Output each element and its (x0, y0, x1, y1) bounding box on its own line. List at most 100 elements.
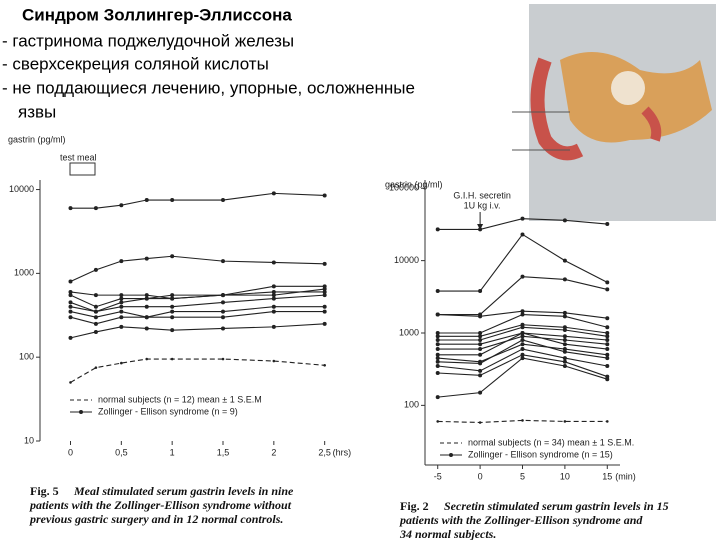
series-line (70, 311, 325, 325)
data-point (478, 421, 482, 424)
annotation-box (69, 162, 96, 176)
y-tick-label: 10000 (394, 255, 419, 265)
data-point (435, 289, 440, 294)
data-point (478, 361, 483, 366)
data-point (562, 359, 567, 364)
data-point (520, 352, 525, 357)
data-point (144, 256, 149, 261)
legend-label: normal subjects (n = 12) mean ± 1 S.E.M (98, 394, 262, 404)
data-point (563, 420, 567, 423)
x-tick-label: 5 (520, 471, 525, 481)
data-point (68, 309, 73, 314)
series-line (70, 255, 325, 282)
annotation: G.I.H. secretin (453, 190, 511, 200)
anatomy-illustration (512, 4, 716, 221)
series-line (70, 306, 325, 318)
data-point (144, 296, 149, 301)
data-point (221, 315, 225, 320)
data-point (170, 357, 174, 361)
data-point (271, 284, 276, 289)
data-point (520, 342, 525, 347)
data-point (478, 352, 483, 357)
data-point (322, 261, 327, 266)
x-tick-label: -5 (434, 471, 442, 481)
data-point (605, 222, 610, 227)
data-point (520, 232, 525, 237)
data-point (144, 326, 149, 331)
legend-marker (449, 453, 453, 457)
data-point (520, 325, 525, 330)
y-tick-label: 1000 (14, 268, 34, 278)
data-point (271, 296, 276, 301)
data-point (322, 284, 327, 289)
data-point (520, 216, 525, 221)
data-point (68, 315, 73, 320)
data-point (68, 289, 73, 294)
data-point (478, 334, 483, 339)
x-tick-label: 0 (478, 471, 483, 481)
data-point (170, 315, 175, 320)
caption: previous gastric surgery and in 12 norma… (29, 512, 283, 526)
annotation-arrowhead (477, 224, 484, 230)
data-point (605, 316, 610, 321)
data-point (272, 359, 276, 363)
data-point (322, 304, 327, 309)
data-point (478, 373, 483, 378)
data-point (170, 328, 175, 333)
data-point (221, 259, 225, 264)
annotation: test meal (60, 152, 97, 162)
data-point (221, 309, 225, 314)
data-point (605, 356, 610, 361)
caption: patients with the Zollinger-Ellison synd… (29, 498, 292, 512)
x-tick-label: 1,5 (217, 447, 230, 457)
data-point (271, 309, 276, 314)
data-point (94, 366, 98, 369)
data-point (435, 347, 440, 352)
data-point (93, 309, 98, 314)
figure-label: Fig. 2 (400, 499, 429, 513)
data-point (478, 338, 483, 343)
data-point (119, 309, 124, 314)
data-point (605, 280, 610, 285)
data-point (221, 300, 225, 305)
caption: Meal stimulated serum gastrin levels in … (73, 484, 294, 498)
y-axis-label: gastrin (pg/ml) (8, 134, 66, 144)
data-point (605, 347, 610, 352)
data-point (435, 334, 440, 339)
data-point (562, 342, 567, 347)
data-point (478, 314, 483, 319)
data-point (435, 371, 440, 376)
legend-marker (79, 410, 83, 414)
data-point (562, 338, 567, 343)
bullet: - не поддающиеся лечению, упорные, ослож… (2, 78, 415, 97)
figure-label: Fig. 5 (30, 484, 59, 498)
data-point (119, 304, 124, 309)
data-point (93, 315, 98, 320)
data-point (562, 327, 567, 332)
data-point (605, 287, 610, 292)
data-point (605, 342, 610, 347)
x-axis-label: (min) (615, 471, 636, 481)
x-tick-label: 0 (68, 447, 73, 457)
data-point (562, 347, 567, 352)
caption: 34 normal subjects. (399, 527, 496, 540)
data-point (478, 289, 483, 294)
data-point (436, 420, 440, 423)
data-point (322, 289, 327, 294)
data-point (478, 347, 483, 352)
data-point (605, 377, 610, 382)
x-axis-label: (hrs) (333, 447, 352, 457)
data-point (521, 419, 524, 422)
series-line (70, 291, 325, 313)
data-point (93, 206, 98, 211)
data-point (93, 321, 98, 326)
data-point (435, 312, 440, 317)
data-point (562, 218, 567, 223)
y-tick-label: 1000 (399, 327, 419, 337)
data-point (435, 330, 440, 335)
series-line (437, 233, 608, 292)
bullet: - сверхсекреция соляной кислоты (2, 54, 269, 73)
data-point (435, 356, 440, 361)
data-point (605, 325, 610, 330)
data-point (68, 300, 73, 305)
